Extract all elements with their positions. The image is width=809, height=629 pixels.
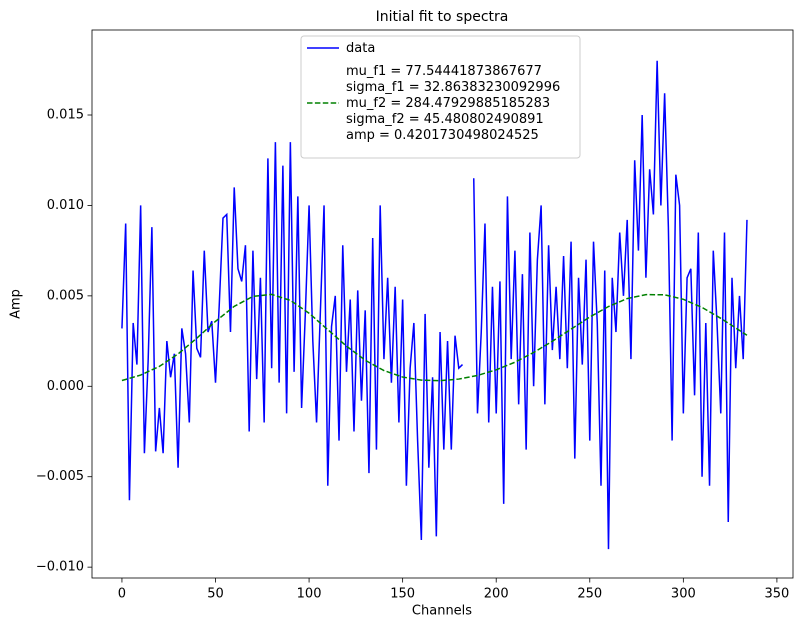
- legend-label: mu_f1 = 77.54441873867677 sigma_f1 = 32.8…: [346, 64, 560, 143]
- x-tick-label: 250: [577, 587, 602, 602]
- y-tick-label: 0.000: [47, 379, 84, 394]
- x-tick-label: 0: [118, 587, 126, 602]
- x-tick-label: 100: [297, 587, 322, 602]
- y-tick-label: −0.005: [36, 469, 84, 484]
- x-axis-label: Channels: [412, 604, 472, 619]
- legend-box: [300, 35, 581, 159]
- y-tick-label: 0.010: [47, 198, 84, 213]
- x-tick-label: 300: [671, 587, 696, 602]
- y-axis-label: Amp: [9, 289, 24, 319]
- chart-title: Initial fit to spectra: [376, 9, 509, 25]
- x-tick-label: 150: [390, 587, 415, 602]
- plot-frame: [91, 29, 794, 579]
- y-tick-label: 0.015: [47, 108, 84, 123]
- y-tick-label: −0.010: [36, 560, 84, 575]
- y-tick-label: 0.005: [47, 288, 84, 303]
- series-line: [121, 142, 464, 541]
- series-line: [473, 60, 748, 550]
- series-line: [121, 293, 748, 382]
- legend: data mu_f1 = 77.54441873867677 sigma_f1 = …: [300, 35, 581, 159]
- x-tick-label: 350: [764, 587, 789, 602]
- legend-label: data: [346, 41, 375, 56]
- x-tick-label: 50: [207, 587, 224, 602]
- x-tick-label: 200: [484, 587, 509, 602]
